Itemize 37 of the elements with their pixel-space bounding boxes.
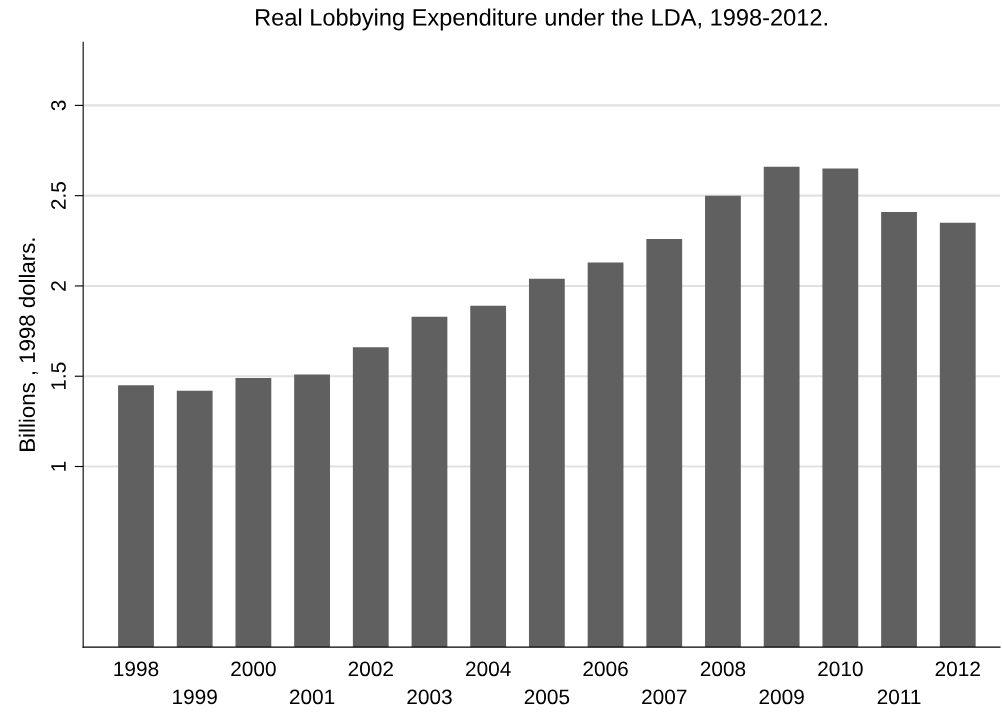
bar (352, 347, 389, 648)
bar (118, 385, 154, 648)
bar (470, 305, 507, 648)
y-tick-label: 1 (51, 461, 66, 471)
x-tick-label: 2005 (524, 689, 570, 705)
x-tick-label: 2001 (289, 689, 335, 705)
x-tick-label: 2011 (877, 689, 921, 705)
bar (587, 262, 624, 648)
x-tick-label: 2006 (583, 661, 628, 677)
bar (763, 166, 800, 648)
x-tick-label: 2009 (759, 689, 804, 705)
y-tick-label: 1.5 (51, 362, 66, 390)
x-tick-label: 2003 (407, 689, 452, 705)
bar (235, 378, 272, 648)
bar (881, 211, 917, 648)
chart-title: Real Lobbying Expenditure under the LDA, 1998-2012. (256, 8, 827, 31)
bar (822, 168, 859, 648)
bar (939, 222, 976, 648)
y-tick-label: 3 (51, 100, 66, 111)
x-tick-label: 1999 (173, 689, 217, 705)
x-tick-label: 2004 (466, 661, 511, 677)
y-axis-title: Billions , 1998 dollars. (18, 238, 38, 451)
y-tick-label: 2.5 (51, 182, 66, 210)
x-tick-label: 2002 (348, 661, 393, 677)
x-tick-label: 1998 (114, 661, 159, 677)
x-tick-label: 2010 (818, 661, 863, 677)
bar (705, 195, 741, 648)
x-tick-label: 2008 (700, 661, 746, 677)
x-tick-label: 2000 (231, 661, 276, 677)
bar (528, 278, 565, 648)
bar (294, 374, 330, 648)
x-tick-label: 2007 (642, 689, 687, 705)
bar (176, 390, 213, 648)
bar (411, 316, 448, 648)
x-tick-label: 2012 (935, 661, 980, 677)
y-tick-label: 2 (51, 281, 66, 291)
bar (646, 239, 683, 648)
